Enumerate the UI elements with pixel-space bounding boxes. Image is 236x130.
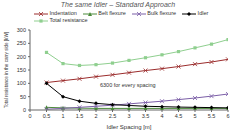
svg-text:1: 1	[61, 113, 64, 119]
svg-text:150: 150	[17, 67, 26, 73]
svg-text:3.5: 3.5	[142, 113, 150, 119]
html-text:Idler: Idler	[197, 10, 209, 16]
html-text:Total resistance: Total resistance	[49, 17, 88, 23]
svg-text:0: 0	[28, 113, 31, 119]
svg-text:200: 200	[17, 54, 26, 60]
svg-text:50: 50	[20, 94, 26, 100]
svg-text:Total resistance in the carry: Total resistance in the carry side [kW]	[8, 32, 9, 108]
html-text:The same Idler – Standard Appr: The same Idler – Standard Approach	[60, 1, 176, 8]
svg-text:5: 5	[193, 113, 196, 119]
svg-text:3: 3	[127, 113, 130, 119]
svg-text:0.5: 0.5	[43, 113, 51, 119]
svg-text:100: 100	[17, 80, 26, 86]
svg-text:0: 0	[23, 107, 26, 113]
html-text:Belt flexure: Belt flexure	[98, 10, 126, 16]
html-text:Bulk flexure: Bulk flexure	[147, 10, 177, 16]
svg-text:6: 6	[226, 113, 228, 119]
svg-text:300: 300	[17, 27, 26, 33]
svg-text:4.5: 4.5	[175, 113, 183, 119]
svg-text:1.5: 1.5	[76, 113, 84, 119]
svg-text:2: 2	[94, 113, 97, 119]
svg-text:2.5: 2.5	[109, 113, 117, 119]
svg-text:250: 250	[17, 40, 26, 46]
svg-text:Idler Spacing [m]: Idler Spacing [m]	[106, 124, 151, 130]
html-text:6300 for every spacing: 6300 for every spacing	[100, 82, 156, 88]
svg-text:4: 4	[160, 113, 163, 119]
svg-text:5.5: 5.5	[208, 113, 216, 119]
html-text:Indentation: Indentation	[49, 10, 77, 16]
